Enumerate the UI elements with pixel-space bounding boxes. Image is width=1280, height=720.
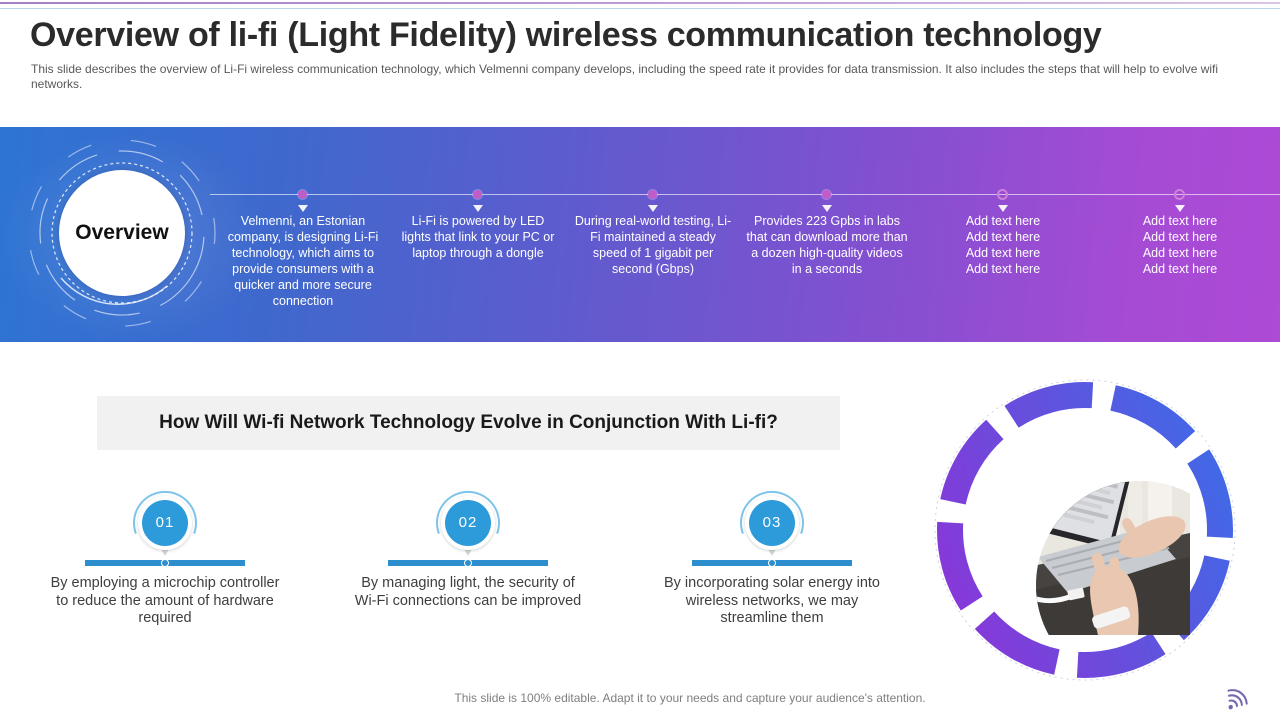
overview-label: Overview: [75, 221, 169, 244]
step-description: By managing light, the security of Wi-Fi…: [354, 575, 582, 609]
step-bar: [692, 559, 852, 567]
step-number-badge: 01: [129, 490, 201, 560]
timeline-line: [210, 194, 1280, 195]
arrow-down-icon: [998, 205, 1008, 212]
timeline-item-text: Li-Fi is powered by LED lights that link…: [401, 214, 555, 260]
step-arc-icon: [436, 490, 500, 534]
wifi-icon: [1227, 689, 1248, 710]
top-accent-line: [0, 2, 1280, 4]
overview-circle: Overview: [59, 170, 185, 296]
step-description: By employing a microchip controller to r…: [50, 575, 280, 626]
step-number-badge: 02: [432, 490, 504, 560]
step-arc-icon: [740, 490, 804, 534]
step-bar: [85, 559, 245, 567]
timeline-dot-icon: [1174, 189, 1185, 200]
step-item-02: 02 By managing light, the security of Wi…: [348, 490, 588, 610]
overview-banner: Overview Velmenni, an Estonian company, …: [0, 87, 1280, 387]
laptop-photo: [934, 379, 1236, 681]
arrow-down-icon: [1175, 205, 1185, 212]
arrow-down-icon: [822, 205, 832, 212]
step-number-badge: 03: [736, 490, 808, 560]
arrow-down-icon: [473, 205, 483, 212]
timeline-dot-icon: [648, 190, 657, 199]
dashed-outline-icon: [934, 379, 1236, 681]
page-subtitle: This slide describes the overview of Li-…: [31, 62, 1219, 91]
photo-content: [1036, 481, 1190, 635]
step-number: 01: [142, 500, 188, 546]
bar-dot-icon: [768, 559, 776, 567]
step-number: 02: [445, 500, 491, 546]
step-number: 03: [749, 500, 795, 546]
overview-rings-icon: [28, 139, 216, 327]
timeline-item-text: Provides 223 Gpbs in labs that can downl…: [746, 214, 908, 276]
bar-dot-icon: [161, 559, 169, 567]
segmented-ring-icon: [937, 382, 1233, 678]
top-accent-line-secondary: [0, 8, 1280, 9]
timeline-item-placeholder-text[interactable]: Add text here Add text here Add text her…: [1142, 214, 1218, 276]
bar-dot-icon: [464, 559, 472, 567]
timeline-item-text: Velmenni, an Estonian company, is design…: [227, 214, 379, 308]
timeline-dot-icon: [997, 189, 1008, 200]
evolution-heading: How Will Wi-fi Network Technology Evolve…: [159, 412, 778, 433]
step-arc-icon: [133, 490, 197, 534]
evolution-heading-box: How Will Wi-fi Network Technology Evolve…: [97, 396, 840, 450]
arrow-down-icon: [648, 205, 658, 212]
footer-note: This slide is 100% editable. Adapt it to…: [454, 691, 926, 705]
timeline-item-text: During real-world testing, Li-Fi maintai…: [574, 214, 732, 276]
timeline-item-placeholder-text[interactable]: Add text here Add text here Add text her…: [965, 214, 1041, 276]
timeline-dot-icon: [298, 190, 307, 199]
timeline-dot-icon: [473, 190, 482, 199]
step-description: By incorporating solar energy into wirel…: [663, 575, 880, 626]
timeline-dot-icon: [822, 190, 831, 199]
step-bar: [388, 559, 548, 567]
page-title: Overview of li-fi (Light Fidelity) wirel…: [30, 16, 1102, 54]
step-item-01: 01 By employing a microchip controller t…: [45, 490, 285, 628]
step-item-03: 03 By incorporating solar energy into wi…: [652, 490, 892, 628]
arrow-down-icon: [298, 205, 308, 212]
